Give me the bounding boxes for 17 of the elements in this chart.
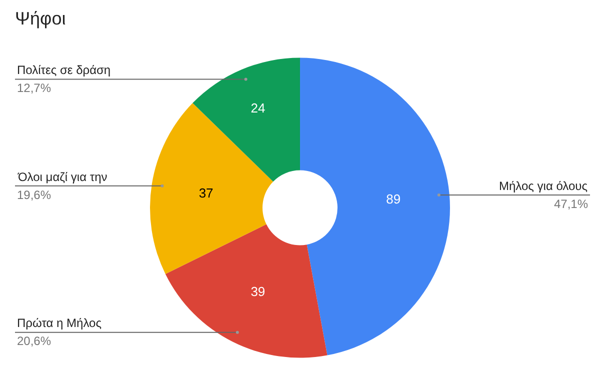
text: 20,6% <box>17 334 52 348</box>
slice-label: Μήλος για όλους <box>499 179 588 193</box>
data-label: 89 <box>386 192 401 207</box>
chart-title: Ψήφοι <box>15 8 66 29</box>
text: 47,1% <box>554 197 588 211</box>
slice-label: Πολίτες σε δράση <box>17 63 111 77</box>
text: 19,6% <box>17 188 52 202</box>
donut-slice <box>192 58 300 182</box>
donut-slice <box>165 224 328 358</box>
text: 12,7% <box>17 81 52 95</box>
data-label: 39 <box>250 284 266 300</box>
slice-label: Όλοι μαζί για την <box>17 170 108 184</box>
donut-slice <box>150 103 274 274</box>
donut-slice <box>300 58 450 356</box>
data-label: 24 <box>250 100 266 116</box>
slice-label: Πρώτα η Μήλος <box>17 316 102 330</box>
data-label: 37 <box>198 185 214 200</box>
